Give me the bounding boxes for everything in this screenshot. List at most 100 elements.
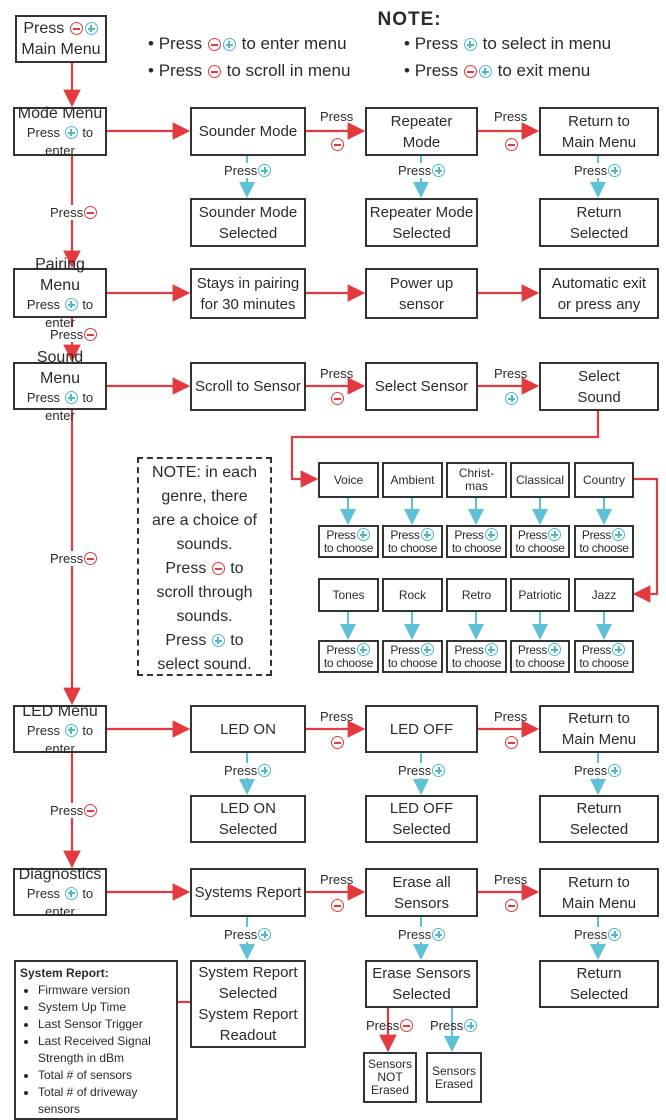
minus-icon: [69, 22, 83, 35]
plus-icon: [64, 298, 78, 311]
erase-all-sensors-box: Erase all Sensors: [365, 868, 478, 917]
press-label: Press: [320, 872, 354, 887]
led-menu-box: LED Menu Press to enter: [13, 703, 107, 756]
list-item: Last Sensor Trigger: [38, 1016, 172, 1033]
mode-menu-box: Mode Menu Press to enter: [13, 105, 107, 158]
select-sensor-box: Select Sensor: [365, 362, 478, 411]
minus-icon: [330, 137, 345, 152]
press-plus-label: Press: [398, 163, 447, 178]
press-label: Press: [494, 709, 528, 724]
minus-icon: [84, 206, 98, 219]
genre-tones: Tones: [318, 578, 379, 612]
press-plus-label: Press: [398, 763, 447, 778]
press-minus-label: Press: [50, 327, 99, 342]
list-item: Last Received Signal Strength in dBm: [38, 1033, 172, 1067]
led-off-box: LED OFF: [365, 705, 478, 753]
list-item: Firmware version: [38, 982, 172, 999]
press-minus-label: Press: [50, 551, 99, 566]
plus-icon: [478, 65, 492, 78]
return-selected-box: Return Selected: [539, 198, 659, 247]
list-item: System Up Time: [38, 999, 172, 1016]
press-to-choose-box: Press to choose: [446, 525, 507, 558]
press-plus-label: Press: [574, 163, 623, 178]
press-minus-label: Press: [50, 205, 99, 220]
repeater-mode-selected-box: Repeater Mode Selected: [365, 198, 478, 247]
press-to-choose-box: Press to choose: [574, 640, 634, 673]
led-off-selected-box: LED OFF Selected: [365, 795, 478, 843]
plus-icon: [64, 126, 78, 139]
plus-icon: [504, 391, 519, 406]
led-on-box: LED ON: [190, 705, 306, 753]
genre-patriotic: Patriotic: [510, 578, 570, 612]
main-menu-box: Press Main Menu: [15, 15, 107, 63]
press-plus-label: Press: [224, 763, 273, 778]
press-label: Press: [494, 109, 528, 124]
note-item-exit: • Press to exit menu: [404, 61, 591, 80]
press-minus-label: Press: [50, 803, 99, 818]
genre-jazz: Jazz: [574, 578, 634, 612]
sounder-mode-box: Sounder Mode: [190, 107, 306, 156]
minus-icon: [504, 735, 519, 750]
genre-note: NOTE: in each genre, there are a choice …: [137, 457, 272, 676]
system-report-title: System Report:: [20, 966, 109, 980]
plus-icon: [84, 22, 98, 35]
minus-icon: [504, 898, 519, 913]
press-plus-label: Press: [224, 163, 273, 178]
note-legend: NOTE: • Press to enter menu • Press to s…: [148, 10, 611, 84]
press-label: Press: [320, 709, 354, 724]
systems-report-box: Systems Report: [190, 868, 306, 917]
genre-retro: Retro: [446, 578, 507, 612]
minus-icon: [84, 804, 98, 817]
genre-ambient: Ambient: [382, 462, 443, 498]
plus-icon: [64, 723, 78, 737]
press-to-choose-box: Press to choose: [510, 640, 570, 673]
minus-icon: [211, 562, 225, 575]
sounder-mode-selected-box: Sounder Mode Selected: [190, 198, 306, 247]
minus-icon: [330, 898, 345, 913]
list-item: Total # of driveway sensors: [38, 1084, 172, 1118]
plus-icon: [64, 886, 78, 900]
press-label: Press: [494, 872, 528, 887]
sound-menu-box: Sound Menu Press to enter: [13, 349, 107, 423]
press-label: Press: [320, 366, 354, 381]
pairing-menu-box: Pairing Menu Press to enter: [13, 256, 107, 330]
press-label: Press: [320, 109, 354, 124]
note-item-scroll: • Press to scroll in menu: [148, 61, 351, 80]
plus-icon: [211, 634, 225, 647]
press-to-choose-box: Press to choose: [510, 525, 570, 558]
minus-icon: [84, 328, 98, 341]
list-item: Total # of sensors: [38, 1067, 172, 1084]
note-item-enter: • Press to enter menu: [148, 34, 347, 53]
minus-icon: [207, 38, 221, 51]
plus-icon: [222, 38, 236, 51]
led-on-selected-box: LED ON Selected: [190, 795, 306, 843]
minus-icon: [330, 391, 345, 406]
press-to-choose-box: Press to choose: [574, 525, 634, 558]
stays-in-pairing-box: Stays in pairing for 30 minutes: [190, 268, 306, 319]
press-label: Press: [494, 366, 528, 381]
genre-classical: Classical: [510, 462, 570, 498]
sensors-not-erased-box: Sensors NOT Erased: [363, 1052, 417, 1103]
automatic-exit-box: Automatic exit or press any: [539, 268, 659, 319]
system-report-list: System Report: Firmware version System U…: [14, 960, 178, 1120]
diagnostics-menu-box: Diagnostics Press to enter: [13, 866, 107, 919]
note-item-select: • Press to select in menu: [404, 34, 612, 53]
press-minus-label: Press: [366, 1018, 414, 1033]
minus-icon: [207, 65, 221, 78]
system-report-selected-box: System Report Selected System Report Rea…: [190, 960, 306, 1048]
erase-sensors-selected-box: Erase Sensors Selected: [365, 960, 478, 1008]
return-selected-box: Return Selected: [539, 960, 659, 1008]
press-to-choose-box: Press to choose: [318, 640, 379, 673]
press-plus-label: Press: [430, 1018, 478, 1033]
return-main-menu-box: Return to Main Menu: [539, 705, 659, 753]
press-to-choose-box: Press to choose: [446, 640, 507, 673]
return-selected-box: Return Selected: [539, 795, 659, 843]
note-title: NOTE:: [377, 9, 442, 30]
press-to-choose-box: Press to choose: [318, 525, 379, 558]
return-main-menu-box: Return to Main Menu: [539, 868, 659, 917]
power-up-sensor-box: Power up sensor: [365, 268, 478, 319]
genre-rock: Rock: [382, 578, 443, 612]
press-plus-label: Press: [574, 763, 623, 778]
repeater-mode-box: Repeater Mode: [365, 107, 478, 156]
